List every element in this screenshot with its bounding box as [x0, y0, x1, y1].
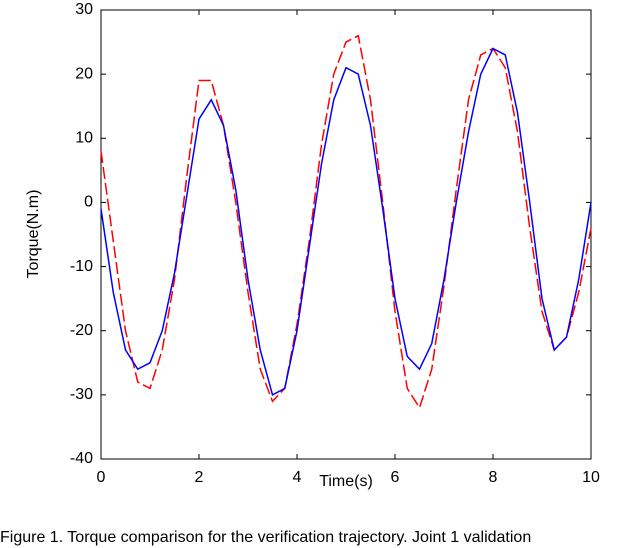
line-series	[100, 47, 592, 396]
y-axis-label: Torque(N.m)	[25, 190, 42, 279]
y-tick-label: -40	[70, 450, 93, 467]
x-tick-label: 6	[391, 469, 400, 486]
y-tick-label: 10	[75, 130, 93, 147]
x-tick-label: 2	[195, 469, 204, 486]
line-series	[100, 34, 592, 410]
y-tick-label: 20	[75, 65, 93, 82]
caption: Figure 1. Torque comparison for the veri…	[0, 529, 531, 546]
y-tick-label: -10	[70, 258, 93, 275]
plot-frame	[100, 9, 592, 460]
y-tick-label: -30	[70, 386, 93, 403]
x-tick-label: 4	[293, 469, 302, 486]
y-tick-label: 30	[75, 1, 93, 18]
x-axis-label: Time(s)	[319, 473, 373, 490]
x-tick-label: 0	[97, 469, 106, 486]
y-tick-label: -20	[70, 322, 93, 339]
x-tick-label: 8	[489, 469, 498, 486]
y-tick-label: 0	[84, 194, 93, 211]
x-tick-label: 10	[582, 469, 600, 486]
